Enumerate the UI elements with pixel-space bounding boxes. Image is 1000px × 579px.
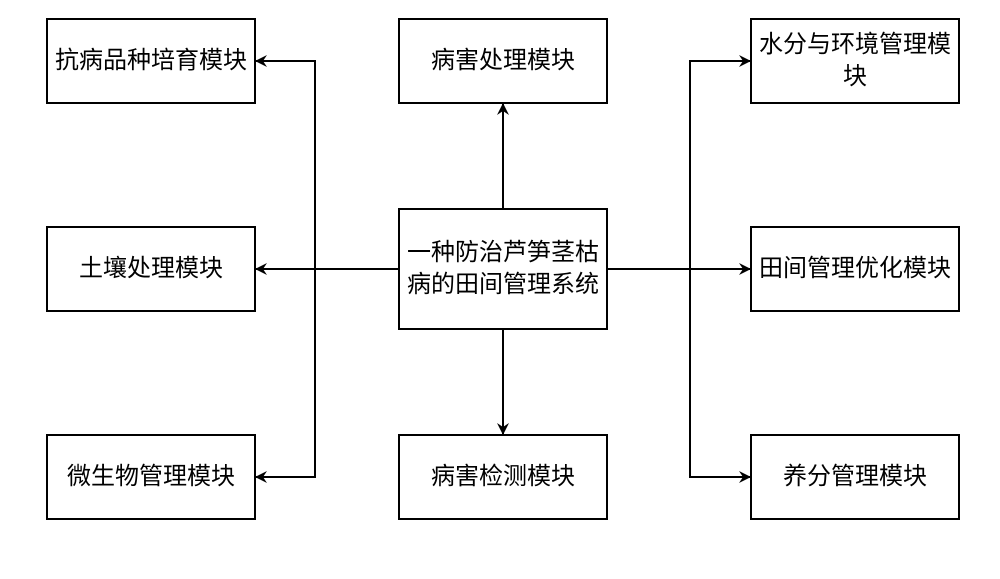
- edge-7: [690, 269, 750, 477]
- node-top_center: 病害处理模块: [398, 18, 608, 104]
- node-bot_center: 病害检测模块: [398, 434, 608, 520]
- node-label: 土壤处理模块: [79, 253, 223, 285]
- node-label: 病害处理模块: [431, 45, 575, 77]
- edge-5: [690, 61, 750, 269]
- node-label: 水分与环境管理模块: [756, 29, 954, 94]
- node-mid_right: 田间管理优化模块: [750, 226, 960, 312]
- edge-0: [256, 61, 315, 269]
- node-label: 养分管理模块: [783, 461, 927, 493]
- node-bot_left: 微生物管理模块: [46, 434, 256, 520]
- node-bot_right: 养分管理模块: [750, 434, 960, 520]
- node-mid_left: 土壤处理模块: [46, 226, 256, 312]
- edge-2: [256, 269, 315, 477]
- node-top_left: 抗病品种培育模块: [46, 18, 256, 104]
- node-label: 田间管理优化模块: [759, 253, 951, 285]
- node-label: 一种防治芦笋茎枯病的田间管理系统: [404, 237, 602, 302]
- node-label: 病害检测模块: [431, 461, 575, 493]
- node-label: 抗病品种培育模块: [55, 45, 247, 77]
- node-center: 一种防治芦笋茎枯病的田间管理系统: [398, 208, 608, 330]
- node-top_right: 水分与环境管理模块: [750, 18, 960, 104]
- node-label: 微生物管理模块: [67, 461, 235, 493]
